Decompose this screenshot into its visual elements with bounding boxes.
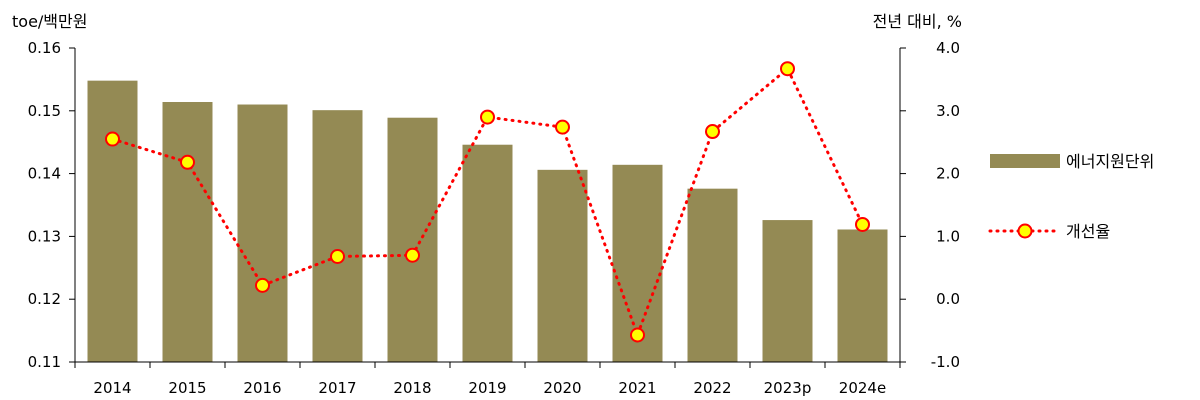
line-marker <box>555 119 570 135</box>
bar <box>837 229 888 362</box>
bar <box>312 110 363 362</box>
right-tick-label: 0.0 <box>936 290 960 308</box>
right-tick-label: 1.0 <box>936 227 960 245</box>
x-tick-label: 2018 <box>393 379 431 397</box>
x-tick-label: 2023p <box>764 379 812 397</box>
left-axis-title: toe/백만원 <box>12 12 87 31</box>
bar <box>762 220 813 362</box>
left-tick-label: 0.16 <box>28 39 61 57</box>
x-tick-label: 2022 <box>693 379 731 397</box>
legend-bar-label: 에너지원단위 <box>1066 152 1154 171</box>
legend: 에너지원단위 개선율 <box>988 152 1154 241</box>
line-marker <box>255 277 270 293</box>
line-marker <box>180 154 195 170</box>
x-tick-label: 2015 <box>168 379 206 397</box>
legend-bar-swatch <box>990 154 1060 168</box>
bar <box>462 144 513 362</box>
line-series <box>105 61 870 343</box>
line-marker <box>405 247 420 263</box>
right-tick-label: 3.0 <box>936 102 960 120</box>
bar <box>87 80 138 362</box>
left-tick-label: 0.15 <box>28 102 61 120</box>
line-marker <box>630 327 645 343</box>
tick-labels: 0.11 0.12 0.13 0.14 0.15 0.16 -1.0 0.0 1.0 2.0 3.0… <box>28 39 960 397</box>
right-tick-label: -1.0 <box>931 353 960 371</box>
line-marker <box>105 131 120 147</box>
legend-line-label: 개선율 <box>1066 222 1110 241</box>
line-marker <box>480 109 495 125</box>
bar <box>162 102 213 363</box>
axes <box>69 47 906 368</box>
right-tick-label: 4.0 <box>936 39 960 57</box>
line-marker <box>855 216 870 232</box>
x-tick-label: 2024e <box>839 379 886 397</box>
left-tick-label: 0.14 <box>28 165 61 183</box>
right-tick-label: 2.0 <box>936 165 960 183</box>
x-tick-label: 2021 <box>618 379 656 397</box>
line-path <box>111 66 864 340</box>
line-marker <box>705 124 720 140</box>
x-tick-label: 2017 <box>318 379 356 397</box>
bar <box>387 117 438 362</box>
left-tick-label: 0.12 <box>28 290 61 308</box>
x-tick-label: 2016 <box>243 379 281 397</box>
right-axis-title: 전년 대비, % <box>873 12 962 31</box>
bar <box>687 188 738 362</box>
x-tick-label: 2014 <box>93 379 131 397</box>
bar <box>237 104 288 363</box>
left-tick-label: 0.11 <box>28 353 61 371</box>
bar <box>537 169 588 362</box>
x-tick-label: 2020 <box>543 379 581 397</box>
left-tick-label: 0.13 <box>28 227 61 245</box>
legend-line-marker <box>1017 223 1033 239</box>
line-marker <box>330 248 345 264</box>
x-tick-label: 2019 <box>468 379 506 397</box>
line-marker <box>780 61 795 77</box>
